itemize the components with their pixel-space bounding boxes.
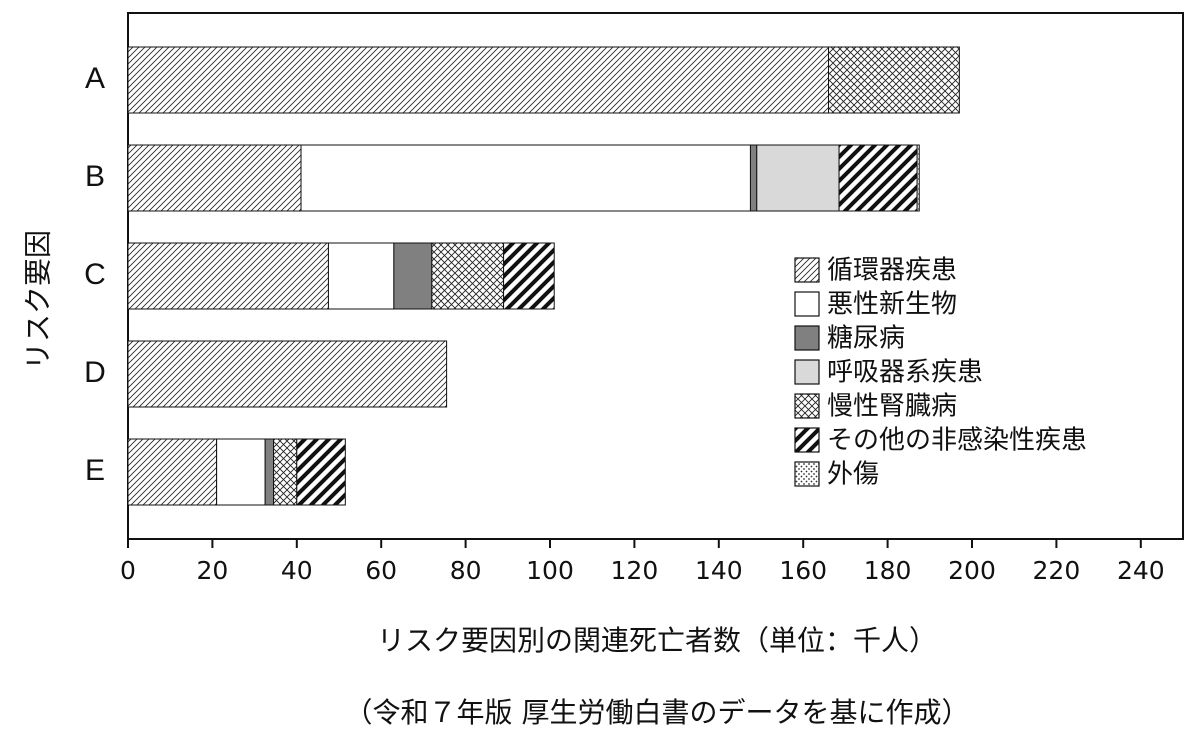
- x-tick-label-20: 20: [196, 556, 228, 585]
- bar-segment-e-series-0: [127, 438, 218, 506]
- category-label-e: E: [85, 454, 105, 487]
- category-label-c: C: [84, 258, 106, 291]
- bar-segment-e-series-4: [273, 438, 298, 506]
- x-tick-label-0: 0: [120, 556, 136, 585]
- bar-segment-c-series-4: [431, 242, 505, 310]
- x-tick-label-220: 220: [1033, 556, 1081, 585]
- y-axis-title: リスク要因: [22, 230, 55, 370]
- bar-segment-e-series-2: [264, 438, 275, 506]
- category-label-d: D: [84, 356, 106, 389]
- legend-swatch-3: [794, 359, 820, 385]
- bar-segment-c-series-2: [393, 242, 433, 310]
- category-label-a: A: [85, 62, 105, 95]
- legend-swatch-0: [794, 257, 820, 283]
- x-axis-title: リスク要因別の関連死亡者数（単位：千人）: [377, 624, 937, 657]
- bars-group: [127, 46, 960, 506]
- bar-segment-e-series-5: [296, 438, 346, 506]
- x-tick-label-120: 120: [611, 556, 659, 585]
- legend-swatch-4: [794, 393, 820, 419]
- bar-segment-a-series-4: [828, 46, 960, 114]
- bar-segment-b-series-0: [127, 144, 302, 212]
- bar-segment-c-series-0: [127, 242, 329, 310]
- bar-segment-a-series-0: [127, 46, 830, 114]
- bar-segment-b-series-6: [916, 144, 920, 212]
- bar-segment-b-series-2: [749, 144, 758, 212]
- bar-segment-b-series-5: [838, 144, 918, 212]
- legend-label-1: 悪性新生物: [827, 290, 957, 320]
- legend-label-0: 循環器疾患: [827, 256, 957, 286]
- x-tick-label-60: 60: [365, 556, 397, 585]
- x-tick-label-80: 80: [450, 556, 482, 585]
- bar-segment-c-series-5: [503, 242, 555, 310]
- category-labels: A B C D E: [84, 62, 106, 487]
- x-axis-ticks: 0 20 40 60 80 100 120 140 160 180 200 220 240: [120, 539, 1165, 585]
- legend-swatch-2: [794, 325, 820, 351]
- bar-segment-b-series-3: [756, 144, 840, 212]
- legend-label-3: 呼吸器系疾患: [827, 358, 983, 388]
- x-tick-label-180: 180: [864, 556, 912, 585]
- x-tick-label-140: 140: [695, 556, 743, 585]
- legend-swatch-1: [794, 291, 820, 317]
- legend-label-5: その他の非感染性疾患: [827, 426, 1087, 456]
- x-tick-label-160: 160: [779, 556, 827, 585]
- x-tick-label-240: 240: [1117, 556, 1165, 585]
- legend-label-4: 慢性腎臓病: [827, 392, 957, 422]
- legend-swatch-6: [794, 461, 820, 487]
- x-tick-label-40: 40: [281, 556, 313, 585]
- source-note: （令和７年版 厚生労働白書のデータを基に作成）: [345, 696, 970, 729]
- x-tick-label-100: 100: [526, 556, 574, 585]
- bar-segment-e-series-1: [216, 438, 266, 506]
- legend-label-6: 外傷: [827, 460, 879, 490]
- legend-label-2: 糖尿病: [827, 324, 905, 354]
- category-label-b: B: [85, 160, 105, 193]
- bar-segment-d-series-0: [127, 340, 448, 408]
- bar-segment-b-series-1: [300, 144, 751, 212]
- x-tick-label-200: 200: [948, 556, 996, 585]
- legend-swatch-5: [794, 427, 820, 453]
- bar-segment-c-series-1: [327, 242, 395, 310]
